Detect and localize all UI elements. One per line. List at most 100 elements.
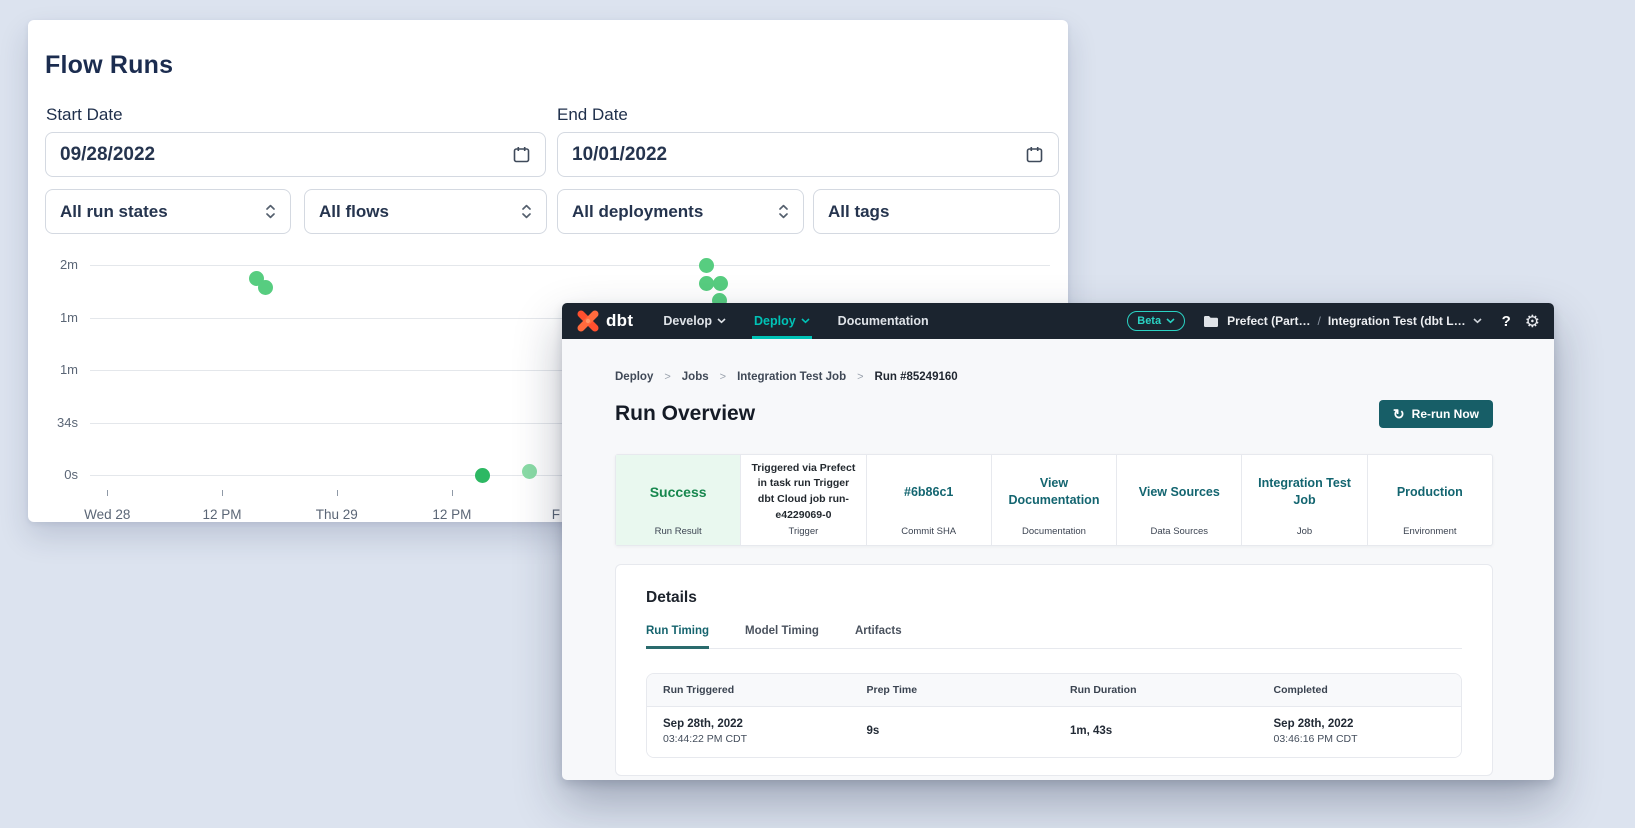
nav-item-label: Develop — [663, 314, 712, 328]
table-cell: 1m, 43s — [1054, 707, 1258, 757]
deployments-select[interactable]: All deployments — [557, 189, 804, 234]
rerun-now-button[interactable]: ↻ Re-run Now — [1378, 400, 1493, 428]
calendar-icon — [1025, 145, 1044, 164]
y-axis-tick-label: 1m — [59, 309, 78, 325]
table-header-cell: Run Triggered — [663, 684, 735, 696]
dbt-logo-text: dbt — [606, 311, 634, 330]
x-axis-tick — [336, 490, 338, 496]
environment-name: Integration Test (dbt L… — [1327, 314, 1466, 328]
table-cell-secondary: 03:46:16 PM CDT — [1273, 732, 1358, 745]
table-header-cell: Prep Time — [866, 684, 918, 696]
summary-card-value[interactable]: View Documentation — [1008, 476, 1100, 507]
tags-select[interactable]: All tags — [813, 189, 1060, 234]
beta-dropdown[interactable]: Beta — [1127, 311, 1186, 331]
x-axis-tick — [107, 490, 109, 496]
table-cell-secondary: 03:44:22 PM CDT — [663, 732, 748, 745]
page-title: Run Overview — [615, 402, 756, 425]
rerun-now-label: Re-run Now — [1411, 407, 1479, 421]
dbt-logo-icon — [577, 310, 599, 332]
table-cell-primary: Sep 28th, 2022 — [1273, 717, 1354, 730]
tab-run-timing[interactable]: Run Timing — [646, 625, 710, 649]
x-axis-tick-label: 12 PM — [202, 507, 242, 522]
breadcrumb-item: Run #85249160 — [874, 371, 958, 383]
summary-card-commit-sha[interactable]: #6b86c1 Commit SHA — [865, 455, 991, 545]
dbt-logo[interactable]: dbt — [576, 309, 633, 333]
y-axis-tick-label: 34s — [57, 414, 78, 430]
summary-card-job[interactable]: Integration Test Job Job — [1241, 455, 1366, 545]
help-icon[interactable]: ? — [1501, 312, 1511, 330]
flows-select[interactable]: All flows — [304, 189, 547, 234]
chevron-down-icon — [1166, 318, 1175, 324]
table-cell-primary: Sep 28th, 2022 — [663, 717, 743, 730]
end-date-input[interactable]: 10/01/2022 — [557, 132, 1059, 177]
flow-run-data-point[interactable] — [522, 463, 538, 479]
run-timing-table: Run Triggered Prep Time Run Duration Comple… — [646, 673, 1462, 758]
summary-card-environment[interactable]: Production Environment — [1366, 455, 1492, 545]
summary-card-trigger[interactable]: Triggered via Prefect in task run Trigge… — [740, 455, 865, 545]
chevron-down-icon — [801, 318, 810, 324]
summary-card-caption: Data Sources — [1150, 526, 1209, 537]
account-switcher[interactable]: Prefect (Part… / Integration Test (dbt L… — [1203, 314, 1482, 328]
dbt-top-navbar: dbt Develop Deploy Documentation Beta Pref… — [562, 303, 1554, 339]
dbt-cloud-window: dbt Develop Deploy Documentation Beta Pref… — [562, 303, 1554, 780]
details-card: Details Run Timing Model Timing Artifacts … — [615, 564, 1493, 776]
start-date-input[interactable]: 09/28/2022 — [45, 132, 546, 177]
y-axis-tick-label: 1m — [59, 362, 78, 377]
flow-run-data-point[interactable] — [698, 257, 714, 273]
tab-model-timing[interactable]: Model Timing — [745, 625, 819, 637]
summary-card-value[interactable]: Integration Test Job — [1258, 476, 1351, 507]
refresh-icon: ↻ — [1392, 406, 1405, 422]
breadcrumb-item[interactable]: Integration Test Job — [737, 371, 847, 383]
summary-card-run-result[interactable]: Success Run Result — [616, 455, 741, 545]
breadcrumb-item[interactable]: Deploy — [615, 371, 654, 383]
summary-card-documentation[interactable]: View Documentation Documentation — [990, 455, 1116, 545]
chevron-down-icon — [717, 318, 726, 324]
active-tab-indicator — [751, 336, 812, 339]
nav-item-label: Deploy — [753, 314, 796, 328]
project-name: Prefect (Part… — [1227, 314, 1311, 328]
summary-card-value[interactable]: Production — [1396, 484, 1463, 499]
dbt-content: Deploy > Jobs > Integration Test Job > Run #85… — [562, 339, 1554, 780]
table-header-row: Run Triggered Prep Time Run Duration Comple… — [647, 674, 1461, 707]
calendar-icon — [512, 145, 531, 164]
nav-item-documentation[interactable]: Documentation — [838, 303, 929, 339]
table-cell-primary: 9s — [866, 725, 880, 737]
gear-icon[interactable]: ⚙ — [1524, 311, 1540, 331]
summary-card-caption: Job — [1296, 526, 1313, 537]
table-cell-primary: 1m, 43s — [1070, 725, 1113, 737]
summary-card-value: Triggered via Prefect in task run Trigge… — [751, 461, 856, 521]
breadcrumb-separator: / — [1317, 314, 1321, 328]
breadcrumb-separator: > — [664, 371, 671, 383]
x-axis-tick-label: Thu 29 — [315, 507, 358, 522]
chevron-updown-icon — [778, 202, 789, 221]
y-axis-tick-label: 0s — [64, 467, 78, 482]
run-states-select[interactable]: All run states — [45, 189, 291, 234]
flow-runs-title: Flow Runs — [45, 51, 174, 79]
nav-item-deploy[interactable]: Deploy — [751, 303, 812, 339]
table-cell: 9s — [851, 707, 1055, 757]
flow-run-data-point[interactable] — [258, 279, 274, 295]
summary-card-value: Success — [649, 484, 707, 500]
flow-run-data-point[interactable] — [713, 275, 729, 291]
table-cell: Sep 28th, 2022 03:44:22 PM CDT — [647, 707, 851, 757]
flow-run-data-point[interactable] — [698, 275, 714, 291]
details-heading: Details — [646, 589, 697, 606]
x-axis-tick-label: Wed 28 — [84, 507, 131, 522]
run-summary-cards: Success Run Result Triggered via Prefect i… — [615, 454, 1493, 546]
folder-icon — [1204, 315, 1219, 327]
summary-card-value[interactable]: View Sources — [1138, 484, 1220, 499]
end-date-label: End Date — [557, 105, 628, 124]
tab-artifacts[interactable]: Artifacts — [854, 625, 902, 637]
breadcrumb-item[interactable]: Jobs — [681, 371, 709, 383]
flow-run-data-point[interactable] — [475, 467, 491, 483]
select-label: All deployments — [572, 201, 704, 221]
breadcrumb-separator: > — [719, 371, 727, 383]
nav-item-label: Documentation — [837, 314, 929, 328]
breadcrumb: Deploy > Jobs > Integration Test Job > Run #85… — [615, 371, 1493, 383]
select-label: All tags — [828, 201, 890, 221]
summary-card-value[interactable]: #6b86c1 — [904, 484, 954, 499]
nav-item-develop[interactable]: Develop — [663, 303, 726, 339]
table-header-cell: Completed — [1273, 684, 1328, 696]
summary-card-caption: Run Result — [654, 526, 702, 537]
summary-card-data-sources[interactable]: View Sources Data Sources — [1116, 455, 1241, 545]
